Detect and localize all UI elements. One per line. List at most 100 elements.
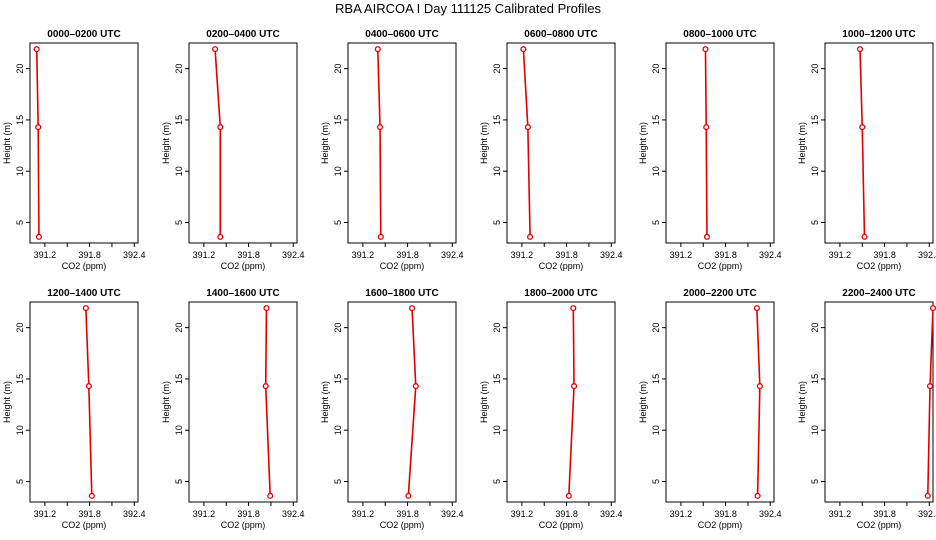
data-point	[570, 383, 578, 390]
x-tick-label: 391.8	[396, 509, 419, 519]
panel-title: 1200–1400 UTC	[47, 288, 120, 299]
x-axis-label: CO2 (ppm)	[221, 520, 266, 530]
plot-frame	[29, 301, 139, 503]
x-tick-label: 391.8	[555, 509, 578, 519]
x-tick-label: 391.8	[714, 250, 737, 260]
panel-8: 1400–1600 UTC 391.2 391.8 392.4 CO2 (ppm) 5 10…	[161, 288, 305, 530]
panel-7: 1200–1400 UTC 391.2 391.8 392.4 CO2 (ppm) 5 10…	[2, 288, 146, 530]
x-tick-label: 391.2	[511, 509, 534, 519]
panel-title: 1000–1200 UTC	[842, 29, 915, 40]
y-tick-label: 15	[810, 115, 820, 125]
y-axis-label: Height (m)	[638, 381, 648, 423]
x-tick-label: 392.4	[759, 250, 782, 260]
plot-frame	[506, 42, 616, 244]
data-point	[703, 233, 711, 240]
data-point	[217, 124, 224, 131]
profile-line	[264, 308, 271, 496]
y-tick-label: 15	[492, 115, 502, 125]
x-tick-label: 392.4	[282, 509, 305, 519]
y-axis-label: Height (m)	[479, 122, 489, 164]
data-point	[527, 233, 534, 240]
panel-2: 0200–0400 UTC 391.2 391.8 392.4 CO2 (ppm) 5 10…	[161, 29, 305, 271]
y-tick-label: 10	[810, 166, 820, 176]
x-tick-label: 391.2	[193, 509, 216, 519]
x-axis-label: CO2 (ppm)	[380, 261, 425, 271]
profile-line	[568, 308, 575, 496]
y-tick-label: 20	[492, 323, 502, 333]
x-axis-label: CO2 (ppm)	[698, 520, 743, 530]
profile-line	[85, 308, 93, 496]
y-tick-label: 5	[492, 220, 502, 225]
data-point	[88, 492, 95, 499]
profile-line	[407, 308, 417, 496]
figure-title: RBA AIRCOA I Day 111125 Calibrated Profi…	[335, 1, 601, 16]
plot-frame	[188, 42, 298, 244]
data-point	[409, 305, 416, 312]
x-axis-label: CO2 (ppm)	[62, 261, 107, 271]
y-tick-label: 15	[174, 374, 184, 384]
panel-4: 0600–0800 UTC 391.2 391.8 392.4 CO2 (ppm) 5 10…	[479, 29, 623, 271]
x-tick-label: 391.8	[237, 509, 260, 519]
x-tick-label: 391.8	[396, 250, 419, 260]
x-tick-label: 391.2	[829, 250, 852, 260]
plot-frame	[665, 42, 775, 244]
data-point	[754, 492, 761, 499]
y-tick-label: 10	[174, 425, 184, 435]
data-point	[377, 233, 384, 240]
y-tick-label: 10	[651, 425, 661, 435]
profile-line	[522, 49, 531, 237]
data-point	[85, 383, 92, 390]
y-tick-label: 20	[651, 323, 661, 333]
x-tick-label: 391.8	[555, 250, 578, 260]
y-tick-label: 5	[333, 479, 343, 484]
data-point	[926, 383, 934, 390]
y-axis-label: Height (m)	[797, 122, 807, 164]
profile-line	[926, 308, 934, 496]
x-tick-label: 391.2	[829, 509, 852, 519]
x-tick-label: 391.2	[670, 250, 693, 260]
panel-title: 0600–0800 UTC	[524, 29, 597, 40]
y-tick-label: 15	[651, 374, 661, 384]
y-axis-label: Height (m)	[638, 122, 648, 164]
x-tick-label: 392.4	[600, 250, 623, 260]
data-point	[212, 46, 219, 53]
x-tick-label: 391.2	[352, 250, 375, 260]
data-point	[859, 124, 866, 131]
x-tick-label: 392.4	[441, 509, 464, 519]
data-point	[267, 492, 274, 499]
x-axis-label: CO2 (ppm)	[698, 261, 743, 271]
y-tick-label: 10	[333, 166, 343, 176]
y-tick-label: 5	[810, 479, 820, 484]
y-axis-label: Height (m)	[2, 381, 12, 423]
x-axis-label: CO2 (ppm)	[62, 520, 107, 530]
data-point	[262, 383, 269, 390]
panel-title: 0200–0400 UTC	[206, 29, 279, 40]
y-tick-label: 15	[651, 115, 661, 125]
x-tick-label: 392.4	[918, 250, 936, 260]
x-tick-label: 391.2	[34, 509, 57, 519]
y-tick-label: 15	[492, 374, 502, 384]
x-tick-label: 392.4	[441, 250, 464, 260]
y-tick-label: 20	[174, 64, 184, 74]
profile-line	[859, 49, 866, 237]
y-tick-label: 20	[15, 64, 25, 74]
y-tick-label: 15	[15, 374, 25, 384]
y-tick-label: 15	[333, 374, 343, 384]
panel-5: 0800–1000 UTC 391.2 391.8 392.4 CO2 (ppm) 5 10…	[638, 29, 782, 271]
y-tick-label: 10	[492, 166, 502, 176]
plot-frame	[665, 301, 775, 503]
y-tick-label: 20	[810, 64, 820, 74]
panel-title: 1800–2000 UTC	[524, 288, 597, 299]
y-axis-label: Height (m)	[320, 122, 330, 164]
y-axis-label: Height (m)	[161, 381, 171, 423]
y-tick-label: 10	[651, 166, 661, 176]
x-tick-label: 392.4	[123, 250, 146, 260]
plot-frame	[347, 42, 457, 244]
panel-12: 2200–2400 UTC 391.2 391.8 392.4 CO2 (ppm) 5 10…	[797, 288, 936, 530]
y-tick-label: 20	[333, 323, 343, 333]
panel-title: 0000–0200 UTC	[47, 29, 120, 40]
panel-3: 0400–0600 UTC 391.2 391.8 392.4 CO2 (ppm) 5 10…	[320, 29, 464, 271]
y-tick-label: 5	[651, 479, 661, 484]
data-point	[565, 492, 572, 499]
y-tick-label: 20	[492, 64, 502, 74]
